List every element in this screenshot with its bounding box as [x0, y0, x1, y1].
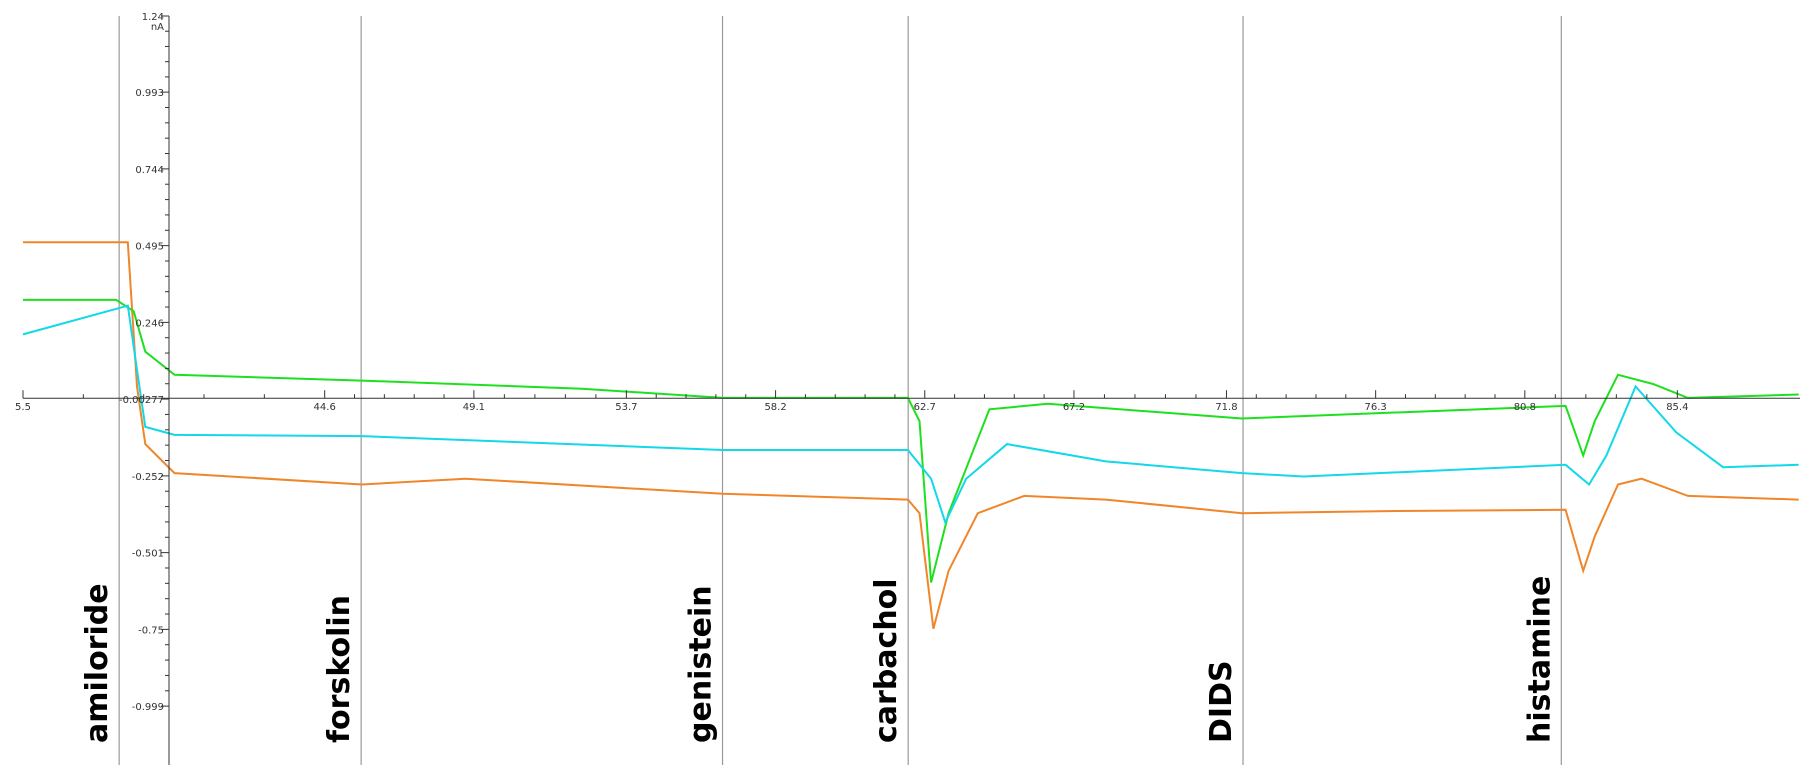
event-label: histamine — [1522, 576, 1557, 743]
y-tick-label: 1.24 — [142, 12, 164, 23]
y-tick-label: -0.00277 — [119, 395, 164, 406]
event-label: amiloride — [80, 583, 115, 743]
y-tick-label: 0.993 — [135, 88, 164, 99]
y-tick-label: 0.744 — [135, 165, 164, 176]
y-tick-label: 0.495 — [135, 242, 164, 253]
x-tick-label: 67.2 — [1063, 402, 1085, 413]
trace — [22, 304, 1799, 526]
x-tick-label: 44.6 — [314, 402, 336, 413]
event-label: forskolin — [322, 595, 357, 743]
y-tick-label: -0.501 — [132, 549, 164, 560]
x-tick-label: 53.7 — [615, 402, 637, 413]
x-tick-label: 49.1 — [463, 402, 485, 413]
x-tick-label: 58.2 — [764, 402, 786, 413]
event-label: DIDS — [1204, 660, 1239, 743]
x-tick-label: 80.8 — [1514, 402, 1536, 413]
event-label: genistein — [684, 585, 719, 743]
y-tick-label: -0.75 — [138, 625, 164, 636]
x-tick-label: 62.7 — [914, 402, 936, 413]
y-tick-label: -0.999 — [132, 702, 164, 713]
trace — [23, 298, 1799, 583]
y-tick-label: -0.252 — [132, 472, 164, 483]
event-label: carbachol — [869, 578, 904, 743]
x-tick-label: 76.3 — [1365, 402, 1387, 413]
x-tick-label: 85.4 — [1666, 402, 1688, 413]
x-tick-label: 71.8 — [1215, 402, 1237, 413]
x-tick-label: 5.5 — [15, 402, 31, 413]
y-tick-label: 0.246 — [135, 318, 164, 329]
trace — [23, 241, 1799, 630]
y-unit: nA — [151, 22, 164, 33]
